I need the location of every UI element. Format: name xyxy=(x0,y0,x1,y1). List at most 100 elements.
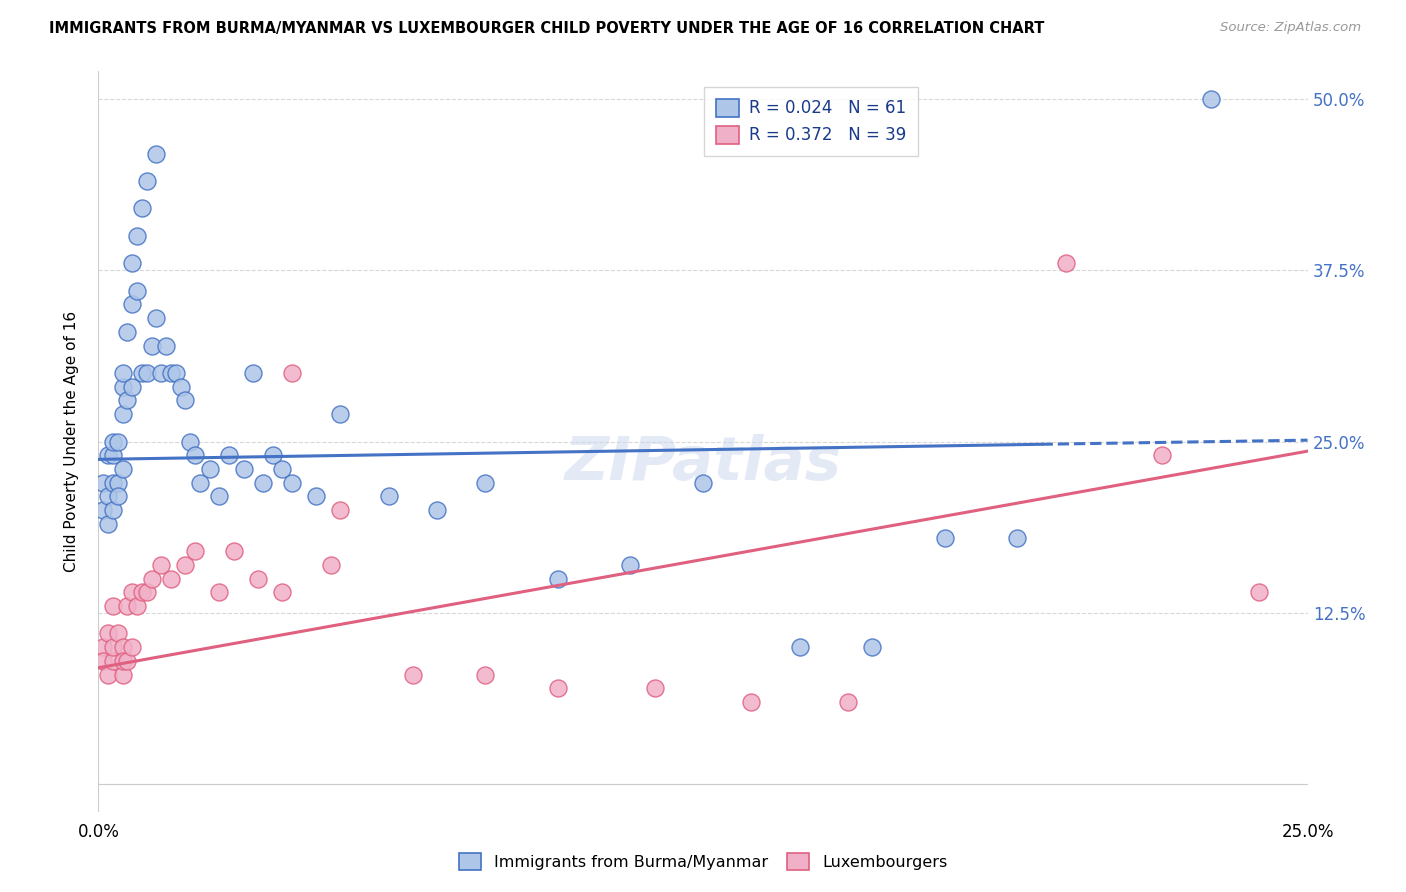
Point xyxy=(97,489,120,503)
Point xyxy=(281,475,304,490)
Point xyxy=(117,654,139,668)
Point xyxy=(208,489,231,503)
Point xyxy=(305,489,328,503)
Point xyxy=(101,640,124,655)
Point xyxy=(111,407,134,421)
Point xyxy=(111,380,134,394)
Point xyxy=(107,475,129,490)
Point xyxy=(188,475,211,490)
Point xyxy=(91,654,114,668)
Point xyxy=(101,599,124,613)
Point xyxy=(198,462,221,476)
Point xyxy=(107,434,129,449)
Point xyxy=(131,585,153,599)
Point xyxy=(155,338,177,352)
Text: ZIPatlas: ZIPatlas xyxy=(564,434,842,493)
Point xyxy=(789,640,811,655)
Point xyxy=(329,407,352,421)
Point xyxy=(1054,256,1077,270)
Point xyxy=(127,228,149,243)
Point xyxy=(97,516,120,531)
Point xyxy=(101,475,124,490)
Point xyxy=(131,366,153,380)
Point xyxy=(91,503,114,517)
Point xyxy=(111,366,134,380)
Point xyxy=(1007,531,1029,545)
Point xyxy=(150,558,173,572)
Point xyxy=(101,448,124,462)
Point xyxy=(474,475,496,490)
Point xyxy=(740,695,762,709)
Point xyxy=(329,503,352,517)
Point xyxy=(232,462,254,476)
Point xyxy=(218,448,240,462)
Point xyxy=(117,393,139,408)
Point xyxy=(160,366,183,380)
Point xyxy=(145,146,167,161)
Point xyxy=(111,667,134,681)
Point xyxy=(101,503,124,517)
Point xyxy=(121,256,143,270)
Point xyxy=(271,462,294,476)
Point xyxy=(271,585,294,599)
Point xyxy=(111,462,134,476)
Legend: Immigrants from Burma/Myanmar, Luxembourgers: Immigrants from Burma/Myanmar, Luxembour… xyxy=(453,847,953,877)
Point xyxy=(169,380,191,394)
Point xyxy=(377,489,399,503)
Text: IMMIGRANTS FROM BURMA/MYANMAR VS LUXEMBOURGER CHILD POVERTY UNDER THE AGE OF 16 : IMMIGRANTS FROM BURMA/MYANMAR VS LUXEMBO… xyxy=(49,21,1045,36)
Point xyxy=(281,366,304,380)
Point xyxy=(141,572,163,586)
Point xyxy=(135,174,157,188)
Point xyxy=(402,667,425,681)
Point xyxy=(547,572,569,586)
Point xyxy=(242,366,264,380)
Point xyxy=(150,366,173,380)
Point xyxy=(1199,92,1222,106)
Point xyxy=(101,434,124,449)
Point xyxy=(145,311,167,326)
Point xyxy=(208,585,231,599)
Point xyxy=(97,667,120,681)
Point xyxy=(184,544,207,558)
Point xyxy=(179,434,201,449)
Point xyxy=(135,366,157,380)
Legend: R = 0.024   N = 61, R = 0.372   N = 39: R = 0.024 N = 61, R = 0.372 N = 39 xyxy=(704,87,918,156)
Text: Source: ZipAtlas.com: Source: ZipAtlas.com xyxy=(1220,21,1361,34)
Point xyxy=(262,448,284,462)
Point xyxy=(644,681,666,696)
Point xyxy=(107,626,129,640)
Point xyxy=(1249,585,1271,599)
Point xyxy=(107,489,129,503)
Point xyxy=(692,475,714,490)
Point xyxy=(121,585,143,599)
Point xyxy=(426,503,449,517)
Point xyxy=(619,558,641,572)
Point xyxy=(160,572,183,586)
Point xyxy=(1152,448,1174,462)
Point xyxy=(121,640,143,655)
Point xyxy=(174,558,197,572)
Point xyxy=(117,599,139,613)
Point xyxy=(127,599,149,613)
Point xyxy=(165,366,187,380)
Point xyxy=(127,284,149,298)
Point xyxy=(547,681,569,696)
Y-axis label: Child Poverty Under the Age of 16: Child Poverty Under the Age of 16 xyxy=(65,311,79,572)
Point xyxy=(111,654,134,668)
Point xyxy=(141,338,163,352)
Point xyxy=(111,640,134,655)
Point xyxy=(131,202,153,216)
Point xyxy=(837,695,859,709)
Point xyxy=(222,544,245,558)
Point xyxy=(91,640,114,655)
Point xyxy=(117,325,139,339)
Point xyxy=(319,558,342,572)
Point xyxy=(860,640,883,655)
Point xyxy=(184,448,207,462)
Point xyxy=(91,475,114,490)
Point xyxy=(97,448,120,462)
Point xyxy=(174,393,197,408)
Point xyxy=(121,380,143,394)
Point xyxy=(934,531,956,545)
Point xyxy=(135,585,157,599)
